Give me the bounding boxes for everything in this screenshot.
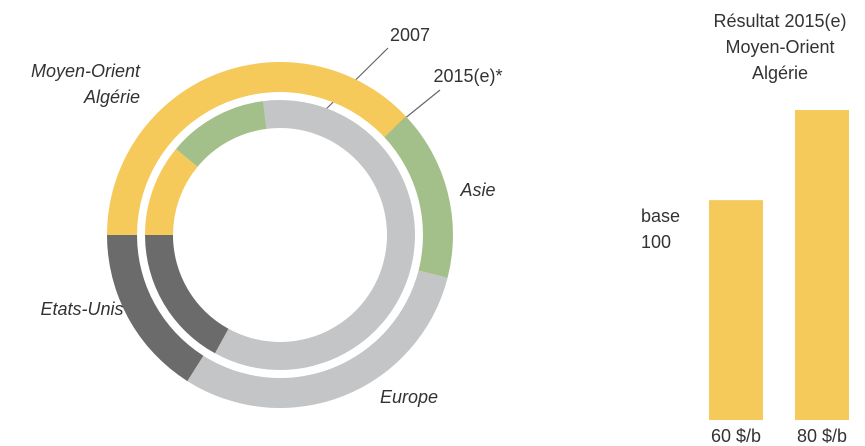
annotation: base xyxy=(641,206,680,226)
bar xyxy=(795,110,849,420)
ring-segment xyxy=(187,270,448,408)
series-label: 2015(e)* xyxy=(433,66,502,86)
bar xyxy=(709,200,763,420)
chart-title: Moyen-Orient xyxy=(725,37,834,57)
annotation: 100 xyxy=(641,232,671,252)
category-label: Etats-Unis xyxy=(40,299,123,319)
category-label: Algérie xyxy=(83,87,140,107)
series-label: 2007 xyxy=(390,25,430,45)
category-label: Europe xyxy=(380,387,438,407)
category-label: Asie xyxy=(459,180,495,200)
x-tick-label: 60 $/b xyxy=(711,426,761,446)
x-tick-label: 80 $/b xyxy=(797,426,847,446)
chart-title: Algérie xyxy=(752,63,808,83)
ring-segment xyxy=(145,148,198,235)
ring-segment xyxy=(384,116,453,279)
ring-segment xyxy=(107,235,204,382)
category-label: Moyen-Orient xyxy=(31,61,141,81)
ring-segment xyxy=(214,100,416,370)
ring-segment xyxy=(145,235,229,354)
chart-title: Résultat 2015(e) xyxy=(713,11,846,31)
ring-segment xyxy=(107,62,407,236)
ring-segment xyxy=(175,101,267,167)
